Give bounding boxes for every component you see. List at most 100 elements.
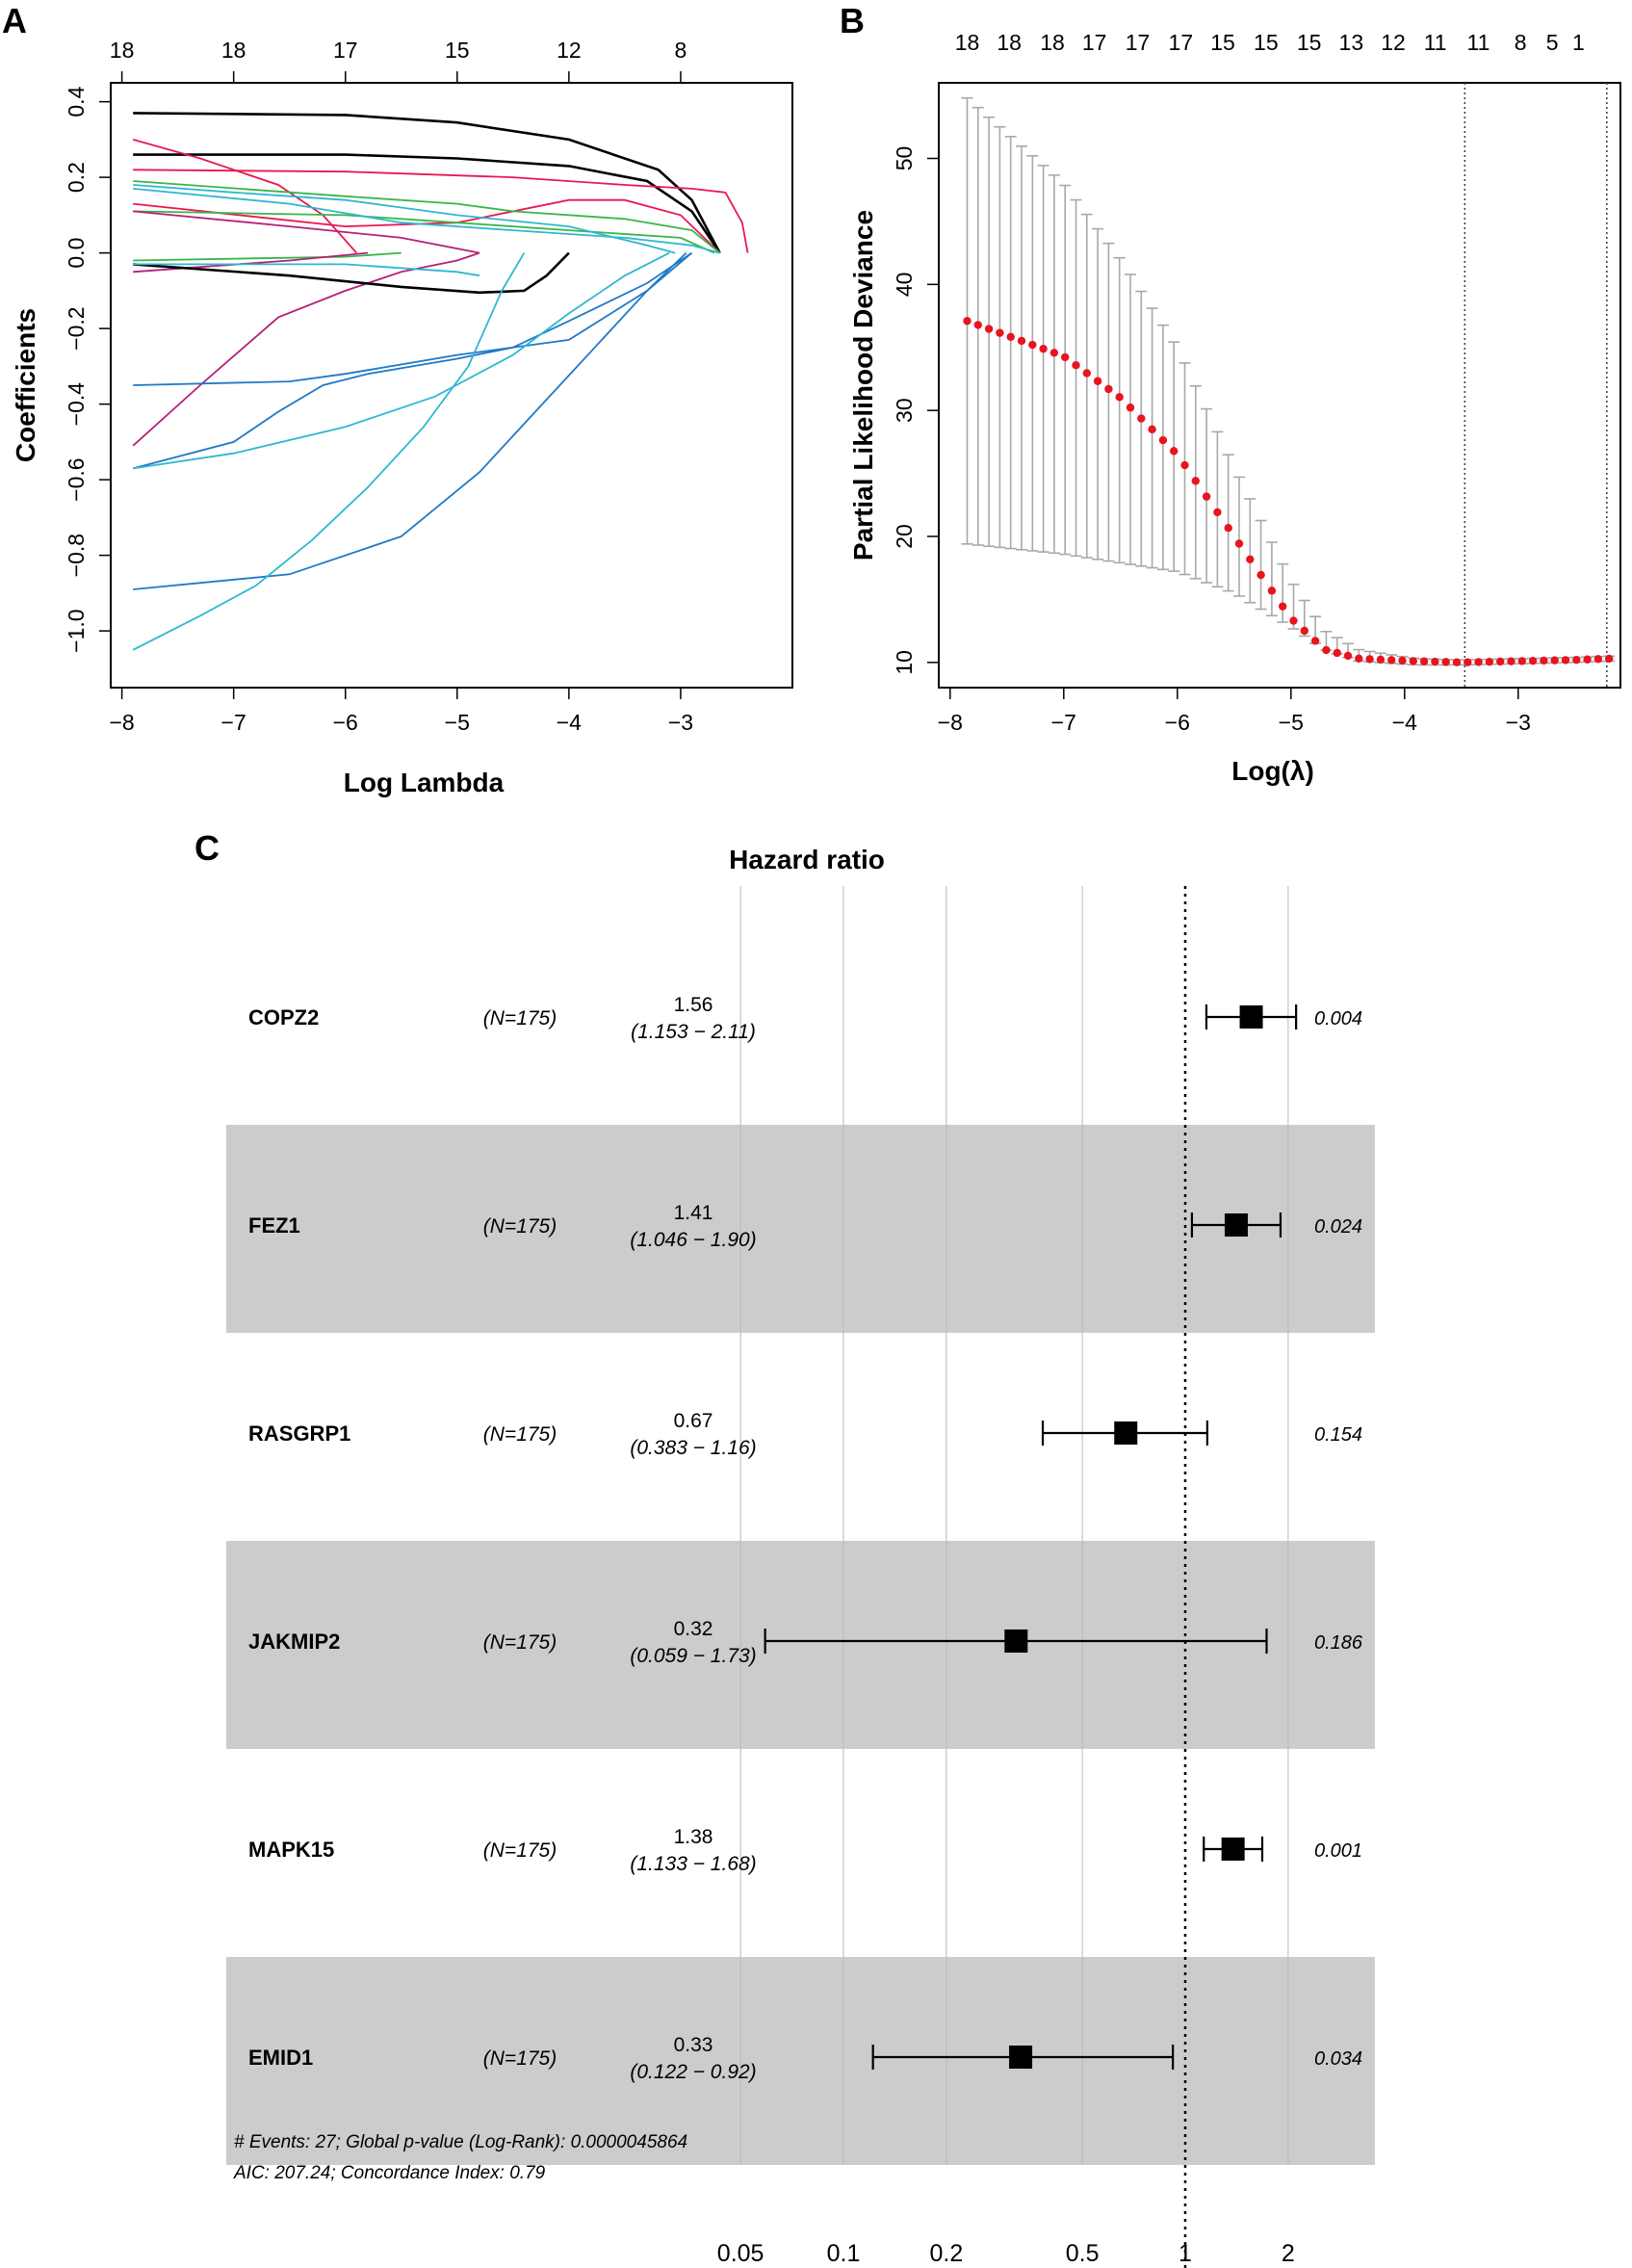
hr-value: 0.33 <box>674 2034 713 2056</box>
cv-point <box>1419 657 1429 665</box>
gene-label: EMID1 <box>248 2046 313 2070</box>
x-tick-label: −5 <box>1279 710 1304 735</box>
cv-point <box>1017 336 1026 346</box>
x-tick-label: 0.1 <box>827 2240 861 2267</box>
top-tick-label: 12 <box>1381 30 1406 55</box>
cv-point <box>1398 656 1407 665</box>
panel-label-a: A <box>2 1 27 40</box>
coefficient-path-8 <box>133 251 402 262</box>
hr-square <box>1114 1421 1138 1445</box>
cv-point <box>1333 648 1341 658</box>
cv-point <box>1279 602 1287 611</box>
y-tick-label: 50 <box>892 146 917 171</box>
coefficient-path-20 <box>133 263 480 277</box>
coefficient-path-1 <box>133 112 721 254</box>
cv-point <box>1104 384 1113 394</box>
gene-label: MAPK15 <box>248 1838 334 1862</box>
panel-a-top-axis: 18 18 17 15 12 8 <box>110 38 687 83</box>
hr-value: 0.32 <box>674 1618 713 1640</box>
coefficient-path-11 <box>133 251 369 274</box>
ci-value: (0.122 − 0.92) <box>630 2061 756 2083</box>
row-shading <box>226 1125 1375 2165</box>
lambda-reference-lines <box>1464 83 1608 688</box>
cv-point <box>1300 626 1309 636</box>
coefficient-path-19 <box>133 184 676 254</box>
cv-point <box>1137 414 1146 423</box>
top-tick-label: 12 <box>557 38 582 63</box>
gene-label: COPZ2 <box>248 1005 319 1030</box>
n-label: (N=175) <box>483 2047 557 2070</box>
cv-point <box>1376 655 1386 665</box>
top-tick-label: 5 <box>1546 30 1559 55</box>
hr-value: 1.38 <box>674 1826 713 1848</box>
cv-point <box>1517 657 1527 665</box>
top-tick-label: 15 <box>1254 30 1279 55</box>
cv-error-bars <box>961 96 1616 666</box>
cv-point <box>1072 361 1080 370</box>
y-tick-label: −0.2 <box>64 306 89 350</box>
n-label: (N=175) <box>483 1839 557 1862</box>
forest-x-axis: 0.05 0.1 0.2 0.5 1 2 <box>717 2240 1295 2267</box>
cv-point <box>1213 508 1222 517</box>
cv-point <box>963 317 971 326</box>
cv-point <box>1170 447 1179 456</box>
forest-row-jakmip2: JAKMIP2 (N=175) 0.32 (0.059 − 1.73) 0.186 <box>248 1618 1363 1667</box>
row-shade <box>226 1541 1375 1749</box>
footer-events: # Events: 27; Global p-value (Log-Rank):… <box>234 2132 687 2152</box>
top-tick-label: 8 <box>675 38 687 63</box>
x-tick-label: −5 <box>445 710 470 735</box>
cv-point <box>1158 435 1168 445</box>
cv-point <box>1474 658 1483 666</box>
top-tick-label: 8 <box>1515 30 1527 55</box>
forest-row-fez1: FEZ1 (N=175) 1.41 (1.046 − 1.90) 0.024 <box>248 1202 1362 1251</box>
gene-label: FEZ1 <box>248 1213 300 1238</box>
panel-a-y-label: Coefficients <box>11 308 40 462</box>
ci-value: (0.059 − 1.73) <box>630 1645 756 1667</box>
panel-c-forest-plot: C Hazard ratio COPZ2 (N=175) 1.56 (1.153 − … <box>194 828 1375 2268</box>
panel-b-y-label: Partial Likelihood Deviance <box>848 210 878 560</box>
p-value: 0.024 <box>1314 1216 1362 1238</box>
cv-point <box>996 328 1004 337</box>
cv-point <box>1441 658 1450 666</box>
top-tick-label: 18 <box>955 30 980 55</box>
x-tick-label: −6 <box>1165 710 1190 735</box>
y-tick-label: 20 <box>892 524 917 549</box>
n-label: (N=175) <box>483 1215 557 1238</box>
top-tick-label: 1 <box>1572 30 1585 55</box>
panel-a-x-label: Log Lambda <box>344 768 505 797</box>
cv-point <box>1605 654 1614 664</box>
x-tick-label: −4 <box>1392 710 1417 735</box>
forest-row-emid1: EMID1 (N=175) 0.33 (0.122 − 0.92) 0.034 <box>248 2034 1362 2083</box>
cv-point <box>1093 377 1102 385</box>
ci-value: (1.153 − 2.11) <box>631 1021 756 1043</box>
x-tick-label: −4 <box>557 710 582 735</box>
top-tick-label: 11 <box>1467 30 1490 55</box>
p-value: 0.004 <box>1314 1008 1362 1030</box>
coefficient-path-9 <box>133 188 720 254</box>
panel-a-x-axis: −8 −7 −6 −5 −4 −3 <box>109 688 693 735</box>
cv-point <box>1115 393 1124 402</box>
cv-point <box>1583 655 1592 664</box>
hr-square <box>1224 1213 1248 1237</box>
top-tick-label: 17 <box>1126 30 1151 55</box>
coefficient-path-12 <box>132 251 480 447</box>
forest-gridlines <box>739 886 1289 2165</box>
x-tick-label: −8 <box>109 710 134 735</box>
p-value: 0.154 <box>1314 1424 1362 1446</box>
cv-point <box>1256 570 1265 580</box>
hr-value: 1.41 <box>674 1202 713 1224</box>
hr-square <box>1239 1005 1263 1029</box>
y-tick-label: 30 <box>892 398 917 423</box>
x-tick-label: 0.5 <box>1066 2240 1100 2267</box>
p-value: 0.034 <box>1314 2048 1362 2070</box>
n-label: (N=175) <box>483 1423 557 1446</box>
coefficient-path-4 <box>132 139 357 254</box>
cv-point <box>1496 657 1505 666</box>
coefficient-path-7 <box>133 210 715 254</box>
top-tick-label: 15 <box>1210 30 1235 55</box>
panel-b-plot-frame <box>938 82 1621 689</box>
top-tick-label: 18 <box>110 38 135 63</box>
cv-point <box>1180 460 1189 470</box>
footer-aic: AIC: 207.24; Concordance Index: 0.79 <box>233 2163 546 2183</box>
